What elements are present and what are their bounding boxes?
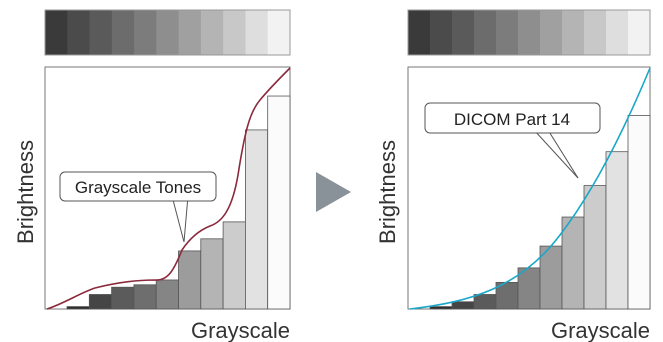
left-strip-border xyxy=(44,9,291,56)
left-strip-swatch xyxy=(45,10,68,55)
left-callout-text: Grayscale Tones xyxy=(75,178,201,197)
left-grayscale-strip xyxy=(44,9,291,56)
left-strip-swatch xyxy=(267,10,291,55)
left-xlabel: Grayscale xyxy=(191,318,290,342)
left-strip-swatch xyxy=(134,10,157,55)
right-strip-swatch xyxy=(584,10,607,55)
right-grayscale-strip xyxy=(407,9,651,56)
left-strip-swatch xyxy=(111,10,135,55)
left-callout: Grayscale Tones xyxy=(59,171,217,243)
right-strip-swatch xyxy=(540,10,563,55)
left-strip-swatch xyxy=(67,10,91,55)
right-strip-swatch xyxy=(496,10,519,55)
right-callout: DICOM Part 14 xyxy=(424,102,601,179)
right-strip-swatch xyxy=(408,10,431,55)
right-bar xyxy=(517,267,541,310)
right-panel: DICOM Part 14 Brightness Grayscale xyxy=(375,9,651,342)
right-strip-swatch xyxy=(518,10,541,55)
left-ylabel: Brightness xyxy=(13,140,38,244)
left-panel: Grayscale Tones Brightness Grayscale xyxy=(13,9,291,342)
right-bar xyxy=(539,245,563,310)
left-bar xyxy=(222,221,246,310)
left-bar xyxy=(88,294,113,310)
right-bar xyxy=(627,115,651,310)
left-strip-swatch xyxy=(223,10,246,55)
left-callout-box xyxy=(59,171,217,202)
left-bar xyxy=(155,279,179,310)
right-bars xyxy=(429,115,651,310)
right-ylabel: Brightness xyxy=(375,140,400,244)
left-bar xyxy=(111,286,135,310)
right-bar xyxy=(451,301,475,310)
left-bar xyxy=(178,250,202,310)
left-bar xyxy=(133,284,157,310)
right-bar xyxy=(605,151,629,310)
right-bar xyxy=(429,306,453,310)
left-bars xyxy=(66,95,291,310)
left-bar xyxy=(200,238,224,310)
right-bar xyxy=(561,216,585,310)
right-xlabel: Grayscale xyxy=(551,318,650,342)
transform-arrow xyxy=(316,172,351,212)
right-strip-swatch xyxy=(452,10,475,55)
left-strip-swatch xyxy=(245,10,269,55)
right-dicom-curve xyxy=(409,67,651,310)
left-strip-swatch xyxy=(156,10,180,55)
right-strip-swatch xyxy=(606,10,629,55)
left-strip-swatch xyxy=(200,10,224,55)
right-bar xyxy=(583,185,607,310)
left-gamma-curve xyxy=(46,67,291,310)
left-bar xyxy=(244,129,269,310)
right-bar xyxy=(473,294,497,310)
right-strip-border xyxy=(407,9,651,56)
right-callout-box xyxy=(424,102,601,134)
right-strip-swatch xyxy=(628,10,651,55)
right-strip-swatch xyxy=(430,10,453,55)
right-strip-swatch xyxy=(474,10,497,55)
right-strip-swatch xyxy=(562,10,585,55)
right-callout-text: DICOM Part 14 xyxy=(454,110,570,129)
left-bar xyxy=(267,95,291,310)
left-strip-swatch xyxy=(89,10,113,55)
left-bar xyxy=(66,306,90,310)
left-strip-swatch xyxy=(178,10,202,55)
